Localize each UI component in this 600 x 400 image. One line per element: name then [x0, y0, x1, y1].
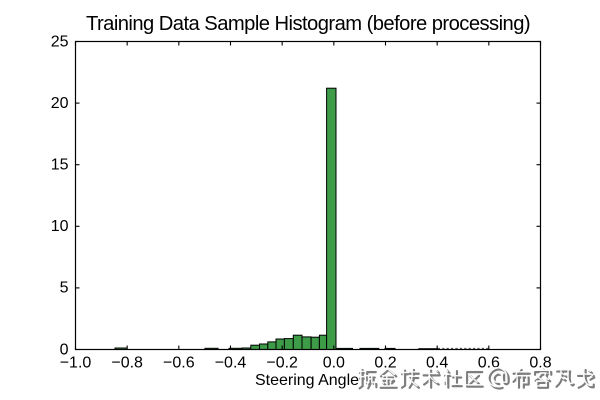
- svg-text:0.0: 0.0: [323, 355, 345, 372]
- svg-text:Training Data Sample Histogram: Training Data Sample Histogram (before p…: [86, 13, 530, 35]
- svg-text:0.8: 0.8: [529, 355, 551, 372]
- svg-text:−1.0: −1.0: [60, 355, 92, 372]
- svg-text:0.6: 0.6: [478, 355, 500, 372]
- svg-text:Steering Angle: Steering Angle: [255, 372, 359, 389]
- svg-text:−0.6: −0.6: [163, 355, 195, 372]
- svg-text:−0.2: −0.2: [266, 355, 298, 372]
- svg-text:10: 10: [51, 218, 69, 235]
- svg-text:−0.4: −0.4: [215, 355, 247, 372]
- svg-text:5: 5: [60, 280, 69, 297]
- svg-text:0: 0: [60, 341, 69, 358]
- svg-text:0.4: 0.4: [426, 355, 448, 372]
- svg-text:15: 15: [51, 157, 69, 174]
- svg-text:0.2: 0.2: [374, 355, 396, 372]
- svg-text:−0.8: −0.8: [111, 355, 143, 372]
- svg-text:25: 25: [51, 33, 69, 50]
- svg-text:20: 20: [51, 95, 69, 112]
